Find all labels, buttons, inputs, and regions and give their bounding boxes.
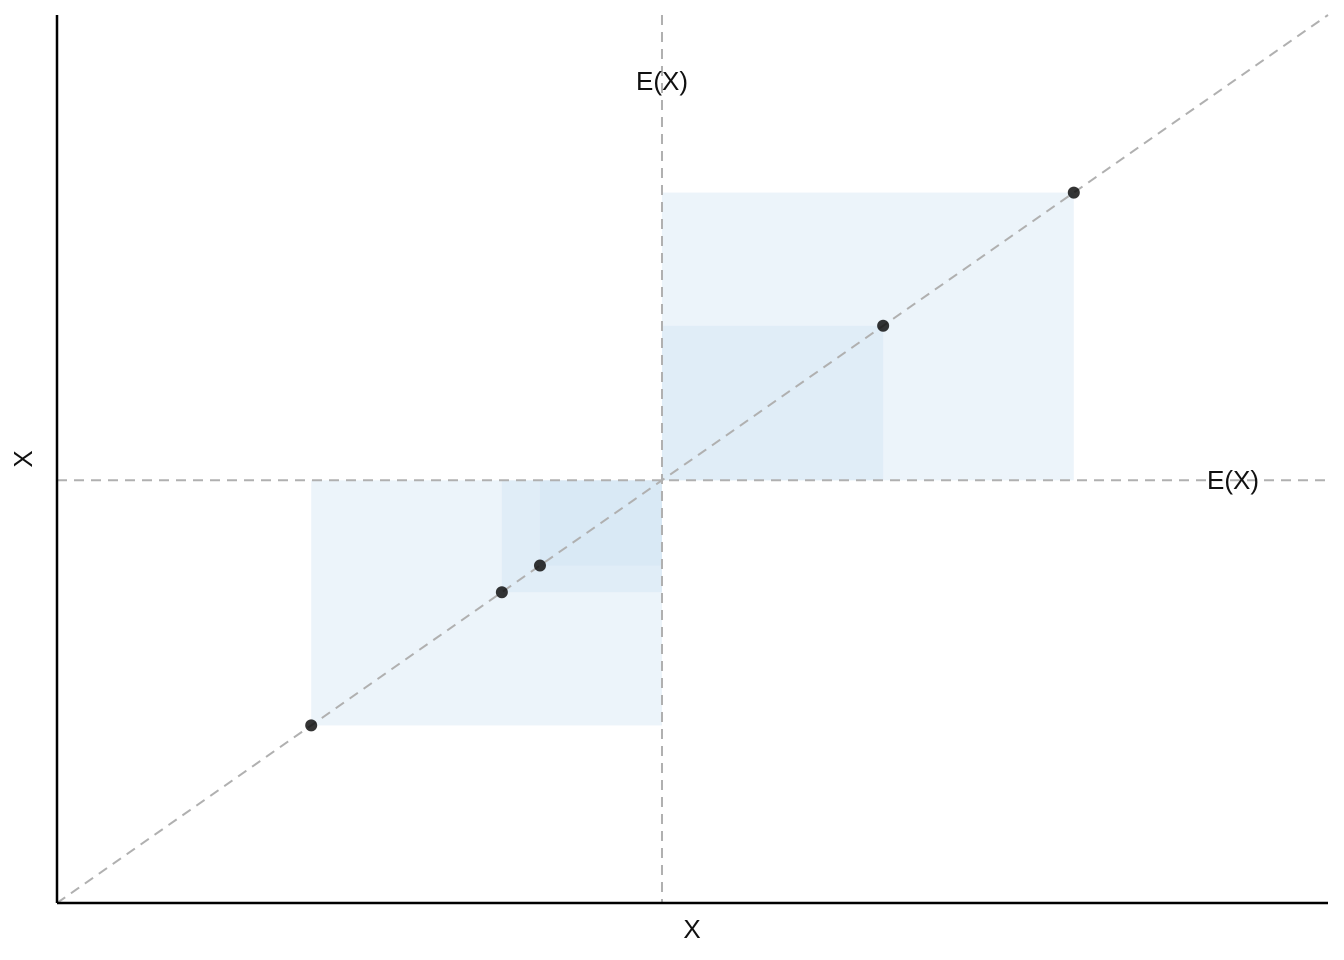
- y-axis-label: X: [8, 450, 38, 467]
- point: [877, 319, 890, 332]
- point: [533, 559, 546, 572]
- point: [495, 586, 508, 599]
- diagonal: [56, 14, 1329, 904]
- x-axis-label: X: [683, 914, 700, 944]
- point: [305, 719, 318, 732]
- x-mean-label: E(X): [636, 66, 688, 96]
- y-mean-label: E(X): [1207, 465, 1259, 495]
- point: [1067, 186, 1080, 199]
